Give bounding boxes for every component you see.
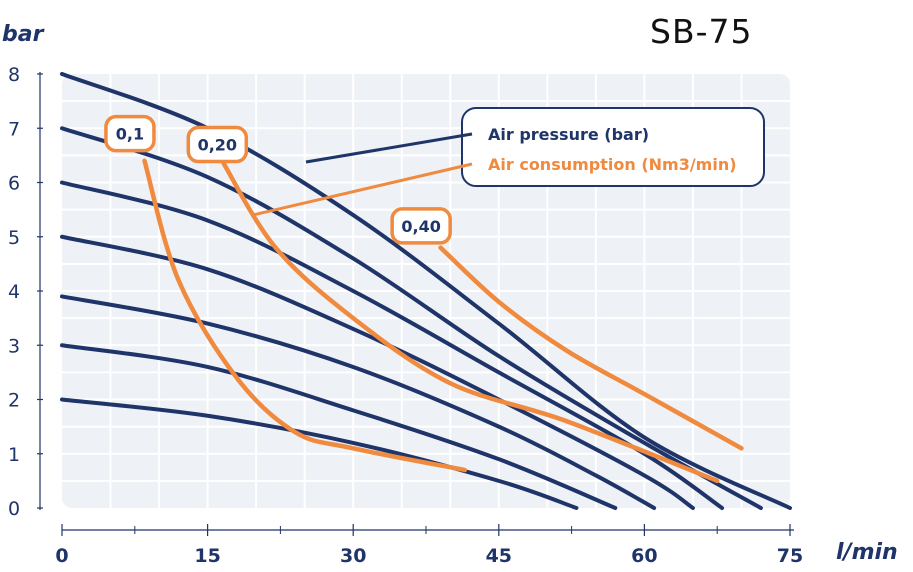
consumption-curve-3 [438, 245, 744, 451]
consumption-label-box [390, 207, 452, 245]
x-tick-label: 0 [55, 545, 68, 567]
pressure-curve-7 [60, 397, 579, 510]
consumption-label-2: 0,20 [198, 136, 237, 155]
y-tick-label: 1 [8, 444, 20, 466]
x-tick-label: 30 [340, 545, 366, 567]
pressure-curve-1 [60, 72, 792, 510]
pressure-curve-5 [60, 294, 657, 510]
consumption-label-3: 0,40 [401, 217, 440, 236]
y-tick-label: 4 [8, 281, 20, 303]
x-tick-label: 45 [486, 545, 512, 567]
consumption-curve-1 [142, 158, 468, 473]
y-tick-label: 8 [8, 64, 20, 86]
y-tick-label: 0 [8, 498, 20, 520]
model-title: SB-75 [650, 12, 753, 51]
consumption-label-1: 0,1 [116, 125, 144, 144]
pressure-curve-2 [60, 126, 763, 510]
y-tick-label: 7 [8, 118, 20, 140]
y-tick-label: 5 [8, 227, 20, 249]
x-tick-label: 75 [777, 545, 803, 567]
x-tick-label: 15 [194, 545, 220, 567]
x-tick-label: 60 [631, 545, 657, 567]
pressure-curve-6 [60, 343, 618, 510]
legend-box [461, 107, 765, 187]
y-axis-label: bar [2, 22, 44, 47]
legend-label-pressure: Air pressure (bar) [488, 125, 649, 144]
legend-pointer-consumption [252, 162, 473, 217]
model-title-box [522, 6, 788, 54]
y-tick-label: 6 [8, 173, 20, 195]
y-tick-label: 3 [8, 335, 20, 357]
consumption-curve-2 [219, 158, 720, 484]
consumption-label-box [104, 114, 156, 153]
x-axis-label: l/min [836, 540, 898, 565]
legend-pointer-pressure [305, 132, 473, 164]
y-tick-label: 2 [8, 390, 20, 412]
consumption-label-box [186, 125, 249, 164]
legend-label-consumption: Air consumption (Nm3/min) [488, 155, 737, 174]
